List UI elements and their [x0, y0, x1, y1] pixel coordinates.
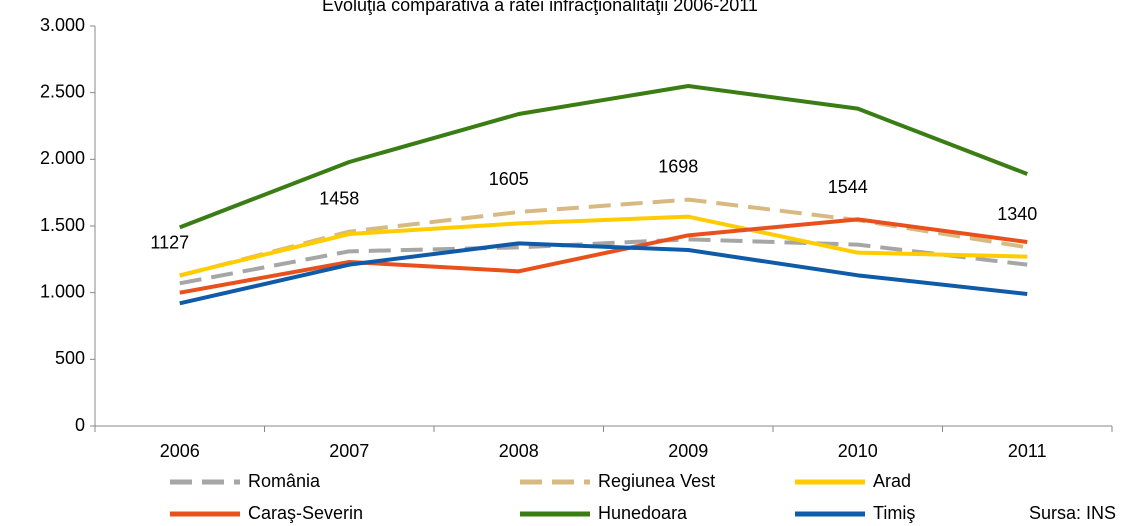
y-tick-label: 1.500 — [40, 215, 85, 235]
x-tick-label: 2011 — [1008, 441, 1047, 461]
data-label: 1698 — [658, 156, 698, 176]
x-tick-label: 2010 — [838, 441, 878, 461]
series-line — [179, 217, 1028, 295]
legend-label: Timiş — [873, 503, 915, 523]
series-line — [179, 84, 1028, 230]
legend-label: Caraş-Severin — [248, 503, 363, 523]
data-label: 1340 — [997, 204, 1037, 224]
x-tick-label: 2006 — [160, 441, 200, 461]
y-tick-label: 3.000 — [40, 15, 85, 35]
series-line — [179, 237, 1028, 286]
legend-label: Hunedoara — [598, 503, 688, 523]
y-tick-label: 500 — [55, 348, 85, 368]
series-line — [179, 241, 1028, 306]
x-tick-label: 2008 — [499, 441, 539, 461]
source-note: Sursa: INS — [1029, 503, 1116, 523]
data-label: 1127 — [150, 232, 189, 252]
data-label: 1605 — [489, 169, 529, 189]
legend-label: România — [248, 471, 321, 491]
y-tick-label: 2.500 — [40, 81, 85, 101]
data-label: 1458 — [319, 188, 359, 208]
y-tick-label: 0 — [75, 415, 85, 435]
x-tick-label: 2009 — [668, 441, 708, 461]
series-line — [179, 197, 1028, 278]
series-line — [179, 214, 1028, 278]
y-tick-label: 1.000 — [40, 281, 85, 301]
legend-label: Arad — [873, 471, 911, 491]
y-tick-label: 2.000 — [40, 148, 85, 168]
chart-title: Evoluţia comparativă a ratei infracţiona… — [322, 0, 758, 15]
legend-label: Regiunea Vest — [598, 471, 715, 491]
data-label: 1544 — [828, 177, 868, 197]
x-tick-label: 2007 — [329, 441, 369, 461]
